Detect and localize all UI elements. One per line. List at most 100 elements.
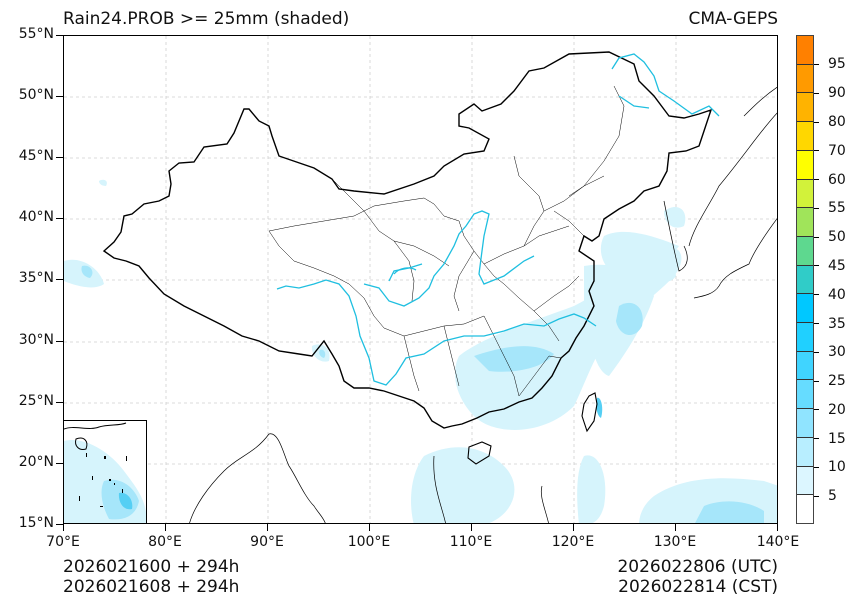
- colorbar-label: 60: [828, 172, 846, 188]
- y-tick: [56, 524, 63, 525]
- colorbar-segment: [797, 351, 813, 381]
- y-tick-label: 20°N: [18, 454, 54, 470]
- colorbar-tick: [814, 409, 819, 410]
- init-time-block: 2026021600 + 294h 2026021608 + 294h: [63, 557, 239, 597]
- colorbar-tick: [814, 122, 819, 123]
- colorbar-tick: [814, 496, 819, 497]
- colorbar-label: 15: [828, 431, 846, 447]
- valid-time-utc: 2026022806 (UTC): [617, 557, 778, 577]
- colorbar-tick: [814, 323, 819, 324]
- x-tick: [267, 524, 268, 531]
- colorbar-label: 10: [828, 459, 846, 475]
- y-tick-label: 55°N: [18, 26, 54, 42]
- x-tick: [777, 524, 778, 531]
- colorbar: [796, 35, 814, 524]
- init-time-cst: 2026021608 + 294h: [63, 577, 240, 597]
- colorbar-tick: [814, 265, 819, 266]
- colorbar-label: 80: [828, 114, 846, 130]
- x-tick: [675, 524, 676, 531]
- taiwan-outline: [581, 392, 598, 433]
- x-tick: [573, 524, 574, 531]
- china-map: [64, 36, 777, 523]
- colorbar-label: 40: [828, 287, 846, 303]
- colorbar-label: 5: [828, 488, 837, 504]
- y-tick-label: 35°N: [18, 270, 54, 286]
- x-tick-label: 130°E: [653, 534, 697, 550]
- rain-probability-shading: [64, 179, 777, 523]
- y-tick-label: 50°N: [18, 87, 54, 103]
- colorbar-label: 90: [828, 85, 846, 101]
- y-tick: [56, 402, 63, 403]
- colorbar-segment: [797, 36, 813, 65]
- colorbar-tick: [814, 438, 819, 439]
- x-tick: [165, 524, 166, 531]
- x-tick-label: 120°E: [551, 534, 595, 550]
- colorbar-tick: [814, 381, 819, 382]
- colorbar-segment: [797, 437, 813, 467]
- y-tick-label: 40°N: [18, 209, 54, 225]
- x-tick-label: 100°E: [347, 534, 391, 550]
- colorbar-segment: [797, 93, 813, 123]
- y-tick-label: 25°N: [18, 393, 54, 409]
- x-tick: [369, 524, 370, 531]
- colorbar-segment: [797, 409, 813, 438]
- colorbar-segment: [797, 64, 813, 94]
- valid-time-block: 2026022806 (UTC) 2026022814 (CST): [617, 557, 778, 597]
- x-tick: [63, 524, 64, 531]
- inset-map: [64, 422, 146, 523]
- x-tick-label: 80°E: [148, 534, 182, 550]
- y-tick: [56, 157, 63, 158]
- coastlines: [189, 86, 777, 523]
- colorbar-label: 45: [828, 258, 846, 274]
- chart-title: Rain24.PROB >= 25mm (shaded): [63, 9, 350, 29]
- colorbar-label: 95: [828, 56, 846, 72]
- colorbar-tick: [814, 150, 819, 151]
- colorbar-label: 70: [828, 143, 846, 159]
- valid-time-cst: 2026022814 (CST): [618, 577, 778, 597]
- colorbar-tick: [814, 93, 819, 94]
- colorbar-segment: [797, 466, 813, 496]
- colorbar-tick: [814, 208, 819, 209]
- colorbar-segment: [797, 179, 813, 209]
- x-tick-label: 90°E: [250, 534, 284, 550]
- colorbar-tick: [814, 352, 819, 353]
- colorbar-segment: [797, 122, 813, 151]
- colorbar-label: 50: [828, 229, 846, 245]
- init-time-utc: 2026021600 + 294h: [63, 557, 240, 577]
- colorbar-segment: [797, 265, 813, 295]
- x-tick-label: 70°E: [46, 534, 80, 550]
- colorbar-label: 55: [828, 200, 846, 216]
- model-name: CMA-GEPS: [688, 9, 778, 29]
- colorbar-label: 20: [828, 402, 846, 418]
- colorbar-label: 25: [828, 373, 846, 389]
- colorbar-segment: [797, 294, 813, 324]
- y-tick: [56, 218, 63, 219]
- y-tick: [56, 96, 63, 97]
- x-tick: [471, 524, 472, 531]
- colorbar-segment: [797, 208, 813, 237]
- colorbar-segment: [797, 380, 813, 410]
- national-border: [102, 51, 713, 429]
- colorbar-tick: [814, 467, 819, 468]
- y-tick: [56, 463, 63, 464]
- x-tick-label: 110°E: [449, 534, 493, 550]
- colorbar-segment: [797, 150, 813, 180]
- colorbar-segment: [797, 495, 813, 523]
- colorbar-tick: [814, 237, 819, 238]
- y-tick: [56, 35, 63, 36]
- colorbar-label: 35: [828, 316, 846, 332]
- provincial-borders: [268, 85, 625, 397]
- map-plot-area: [63, 35, 778, 524]
- south-china-sea-inset: [64, 420, 147, 523]
- y-tick-label: 30°N: [18, 332, 54, 348]
- rivers: [276, 53, 720, 386]
- x-tick-label: 140°E: [756, 534, 800, 550]
- hainan-outline: [467, 441, 492, 465]
- colorbar-segment: [797, 236, 813, 266]
- colorbar-segment: [797, 323, 813, 352]
- y-tick-label: 15°N: [18, 515, 54, 531]
- colorbar-tick: [814, 64, 819, 65]
- y-tick: [56, 341, 63, 342]
- y-tick-label: 45°N: [18, 148, 54, 164]
- y-tick: [56, 279, 63, 280]
